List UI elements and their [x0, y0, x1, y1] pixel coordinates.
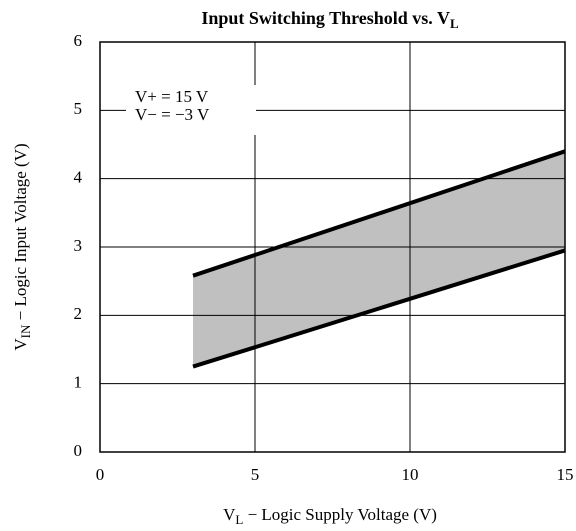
- title-main: Input Switching Threshold vs. V: [201, 8, 450, 28]
- y-label-rest: − Logic Input Voltage (V): [11, 143, 30, 324]
- y-tick-label: 1: [74, 373, 83, 392]
- y-tick-label: 6: [74, 31, 83, 50]
- series-line: [192, 248, 566, 369]
- y-tick-label: 4: [74, 168, 83, 187]
- y-label-main: V: [11, 338, 30, 351]
- series-line: [192, 149, 566, 278]
- x-label-rest: − Logic Supply Voltage (V): [243, 505, 437, 524]
- x-tick-label: 0: [96, 465, 105, 484]
- annotation: V+ = 15 V: [135, 87, 209, 106]
- x-label-main: V: [223, 505, 236, 524]
- band-area: [193, 151, 565, 367]
- x-tick-label: 5: [251, 465, 260, 484]
- annotation-box: [126, 85, 256, 135]
- annotation: V− = −3 V: [135, 105, 210, 124]
- y-tick-label: 2: [74, 304, 83, 323]
- title-sub: L: [450, 16, 459, 31]
- x-tick-label: 10: [402, 465, 419, 484]
- y-tick-label: 0: [74, 441, 83, 460]
- plot-frame: [99, 41, 566, 453]
- x-label-sub: L: [235, 512, 243, 527]
- y-tick-label: 5: [74, 99, 83, 118]
- y-tick-label: 3: [74, 236, 83, 255]
- chart-title: Input Switching Threshold vs. VL: [201, 8, 459, 31]
- x-tick-label: 15: [557, 465, 574, 484]
- y-axis-label: VIN − Logic Input Voltage (V): [11, 143, 33, 350]
- x-axis-label: VL − Logic Supply Voltage (V): [223, 505, 437, 527]
- y-label-sub: IN: [18, 324, 33, 338]
